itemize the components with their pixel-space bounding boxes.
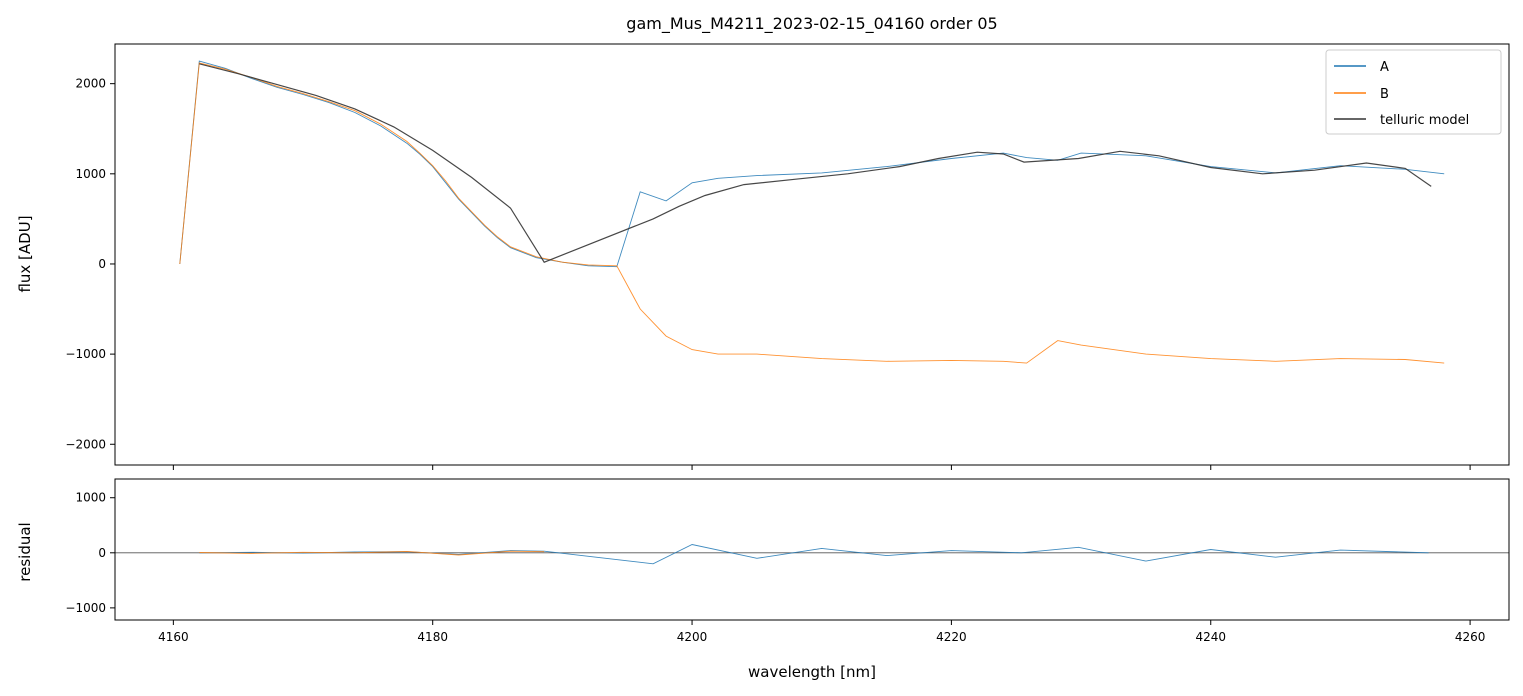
series-line-telluric-model — [199, 63, 1432, 263]
series-line-b — [199, 550, 545, 556]
series-line-a — [199, 544, 1429, 565]
residual-x-ticks: 4160 4180 4200 4220 4240 4260 — [158, 620, 1485, 644]
y-tick-label: 2000 — [75, 77, 106, 91]
y-tick-label: 1000 — [75, 491, 106, 505]
y-tick-label: −2000 — [65, 437, 106, 451]
flux-y-axis-label: flux [ADU] — [16, 215, 34, 292]
residual-panel: −1000 0 1000 4160 4180 4200 4220 4240 4260 resi… — [16, 478, 1510, 681]
legend: A B telluric model — [1325, 49, 1502, 135]
legend-label-a: A — [1380, 60, 1389, 75]
series-line-a — [179, 60, 1445, 268]
x-tick-label: 4260 — [1455, 630, 1486, 644]
y-tick-label: 0 — [98, 257, 106, 271]
y-tick-label: −1000 — [65, 601, 106, 615]
x-tick-label: 4220 — [936, 630, 967, 644]
chart-title: gam_Mus_M4211_2023-02-15_04160 order 05 — [626, 14, 997, 34]
x-tick-label: 4240 — [1195, 630, 1226, 644]
x-axis-label: wavelength [nm] — [748, 663, 876, 681]
y-tick-label: −1000 — [65, 347, 106, 361]
residual-y-ticks: −1000 0 1000 — [65, 491, 115, 615]
residual-panel-frame — [114, 478, 1510, 621]
legend-label-telluric: telluric model — [1380, 113, 1469, 128]
flux-panel-frame — [114, 43, 1510, 466]
flux-plot-area — [179, 60, 1445, 364]
residual-plot-area — [115, 544, 1509, 565]
flux-y-ticks: −2000 −1000 0 1000 2000 — [65, 77, 115, 451]
x-tick-label: 4200 — [677, 630, 708, 644]
legend-label-b: B — [1380, 87, 1389, 102]
series-line-b — [179, 62, 1445, 364]
flux-panel: −2000 −1000 0 1000 2000 flux [ADU] A B tellu… — [16, 43, 1510, 470]
y-tick-label: 0 — [98, 546, 106, 560]
x-tick-label: 4160 — [158, 630, 189, 644]
legend-box — [1325, 49, 1502, 135]
flux-x-ticks — [172, 465, 1471, 470]
x-tick-label: 4180 — [417, 630, 448, 644]
y-tick-label: 1000 — [75, 167, 106, 181]
residual-y-axis-label: residual — [16, 522, 34, 581]
